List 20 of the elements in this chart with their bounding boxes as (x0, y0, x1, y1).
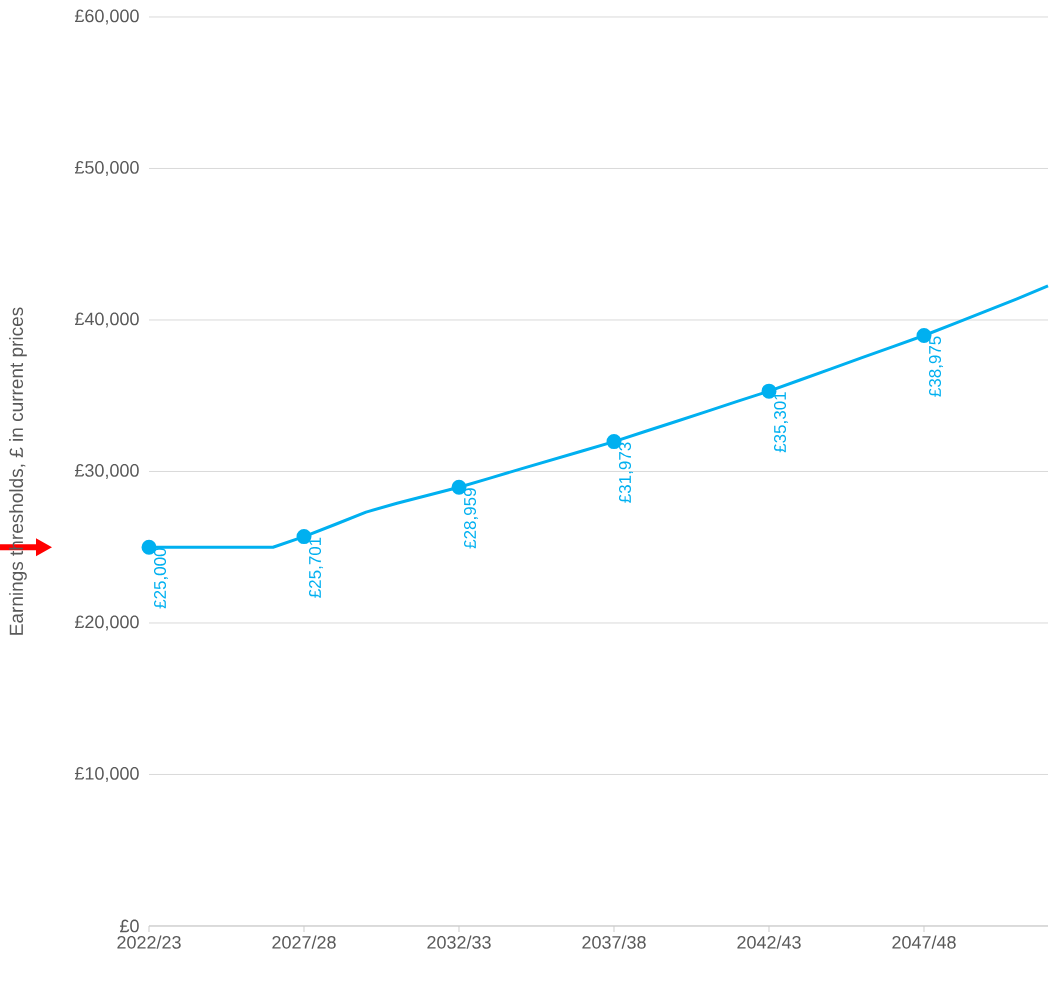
y-tick-label: £60,000 (74, 9, 139, 25)
data-label: £28,959 (463, 488, 479, 549)
x-tick-label: 2042/43 (737, 935, 801, 949)
data-label: £35,301 (773, 392, 789, 453)
x-tick-label: 2022/23 (117, 935, 181, 949)
y-tick-label: £10,000 (74, 767, 139, 782)
y-tick-label: £0 (119, 919, 139, 933)
y-tick-label: £20,000 (74, 615, 139, 631)
x-tick-label: 2027/28 (272, 935, 336, 949)
data-label: £25,701 (308, 537, 324, 598)
data-label: £38,975 (928, 336, 944, 397)
data-label: £31,973 (618, 442, 634, 503)
y-axis-title: Earnings thresholds, £ in current prices (9, 307, 27, 635)
y-tick-label: £30,000 (74, 464, 139, 479)
x-tick-label: 2032/33 (427, 935, 491, 949)
y-tick-label: £40,000 (74, 312, 139, 328)
y-tick-label: £50,000 (74, 161, 139, 176)
data-label: £25,000 (153, 548, 169, 609)
x-tick-label: 2037/38 (582, 935, 646, 949)
x-tick-label: 2047/48 (892, 935, 956, 949)
